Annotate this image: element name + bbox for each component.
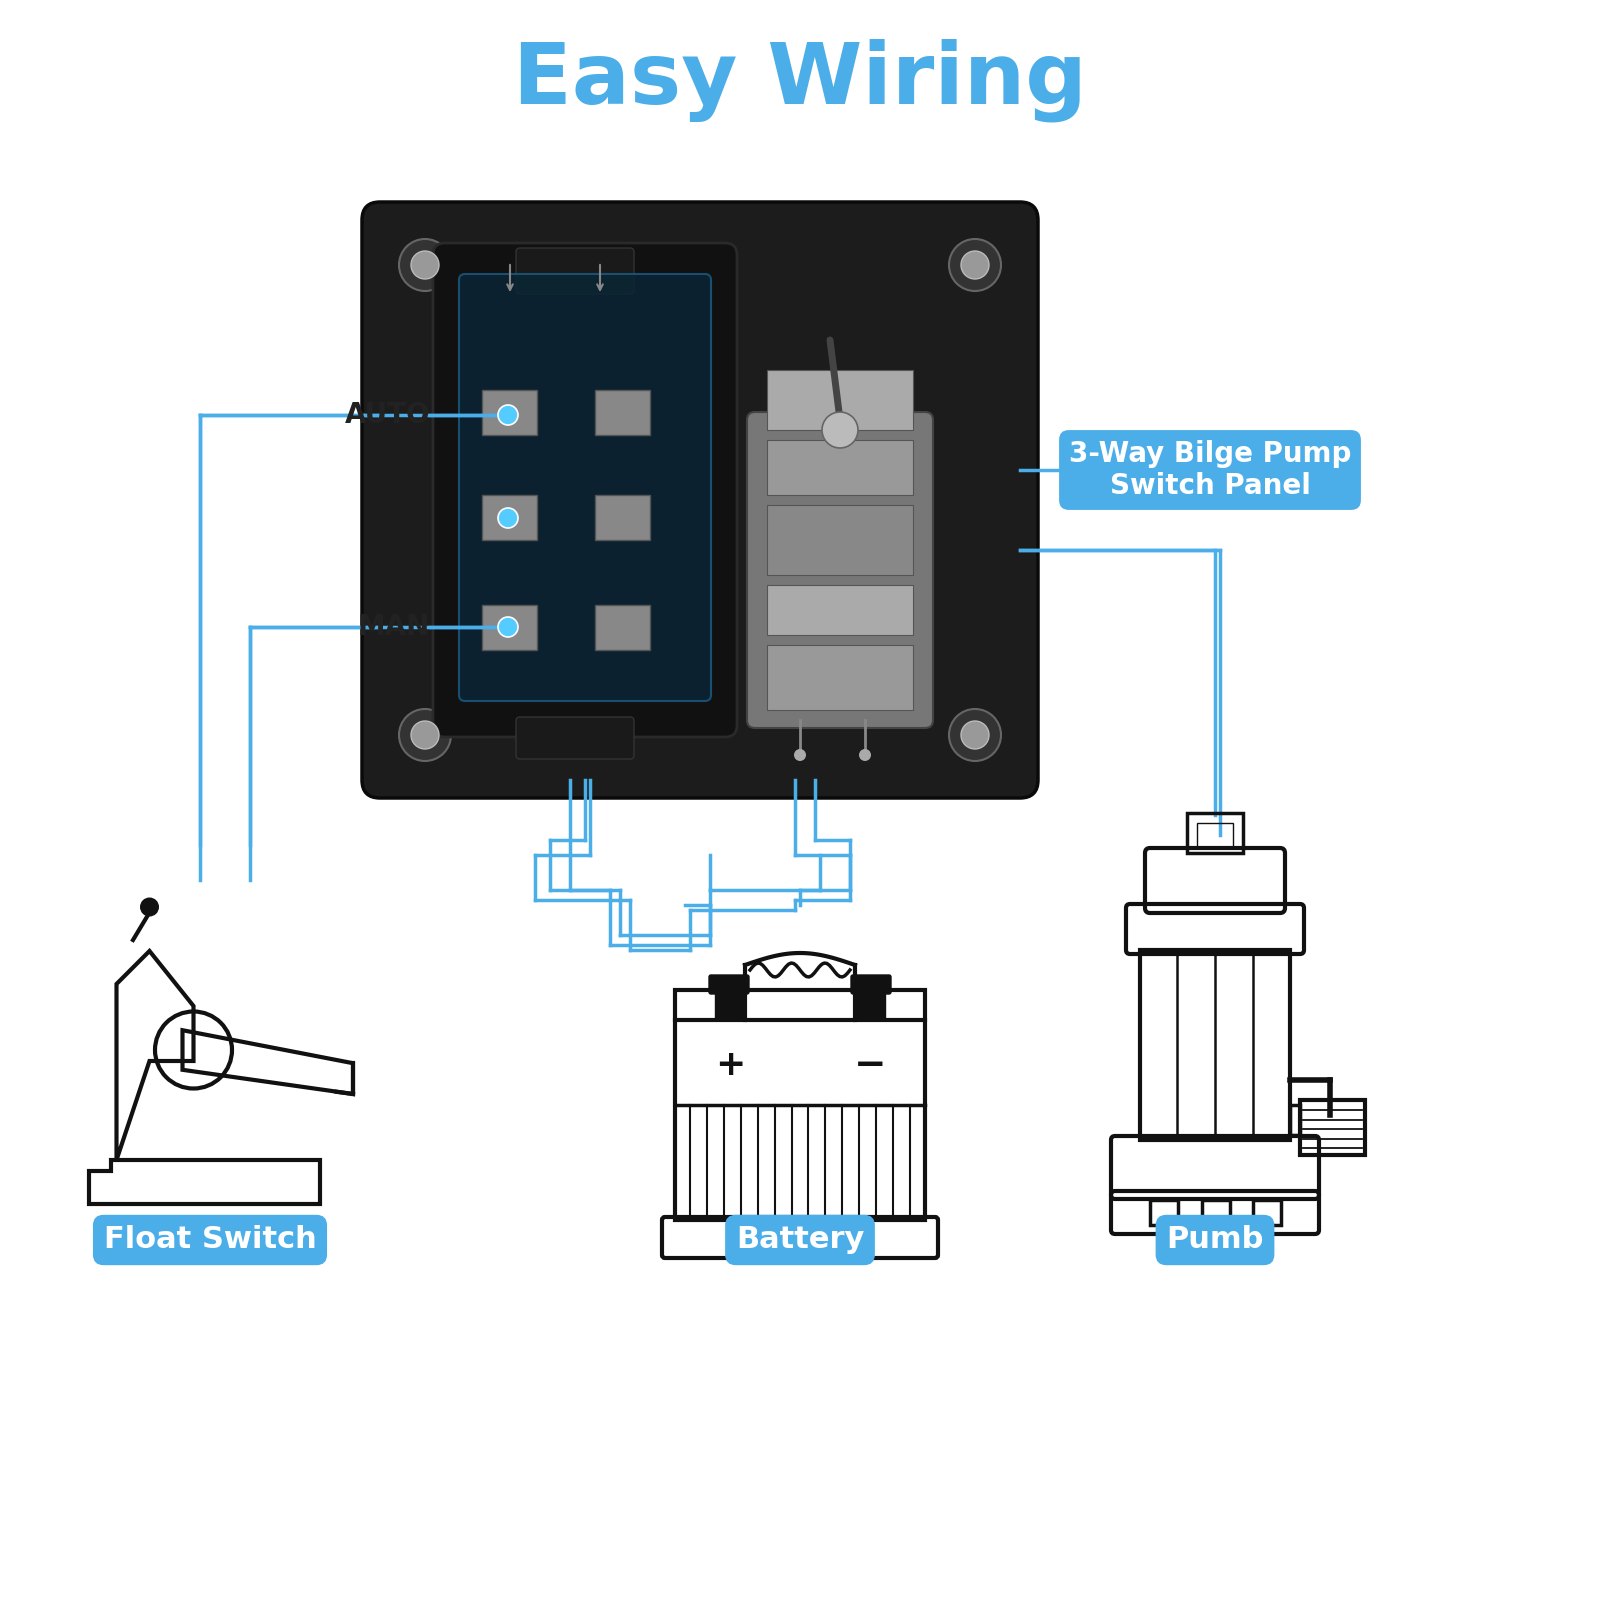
Text: Float Switch: Float Switch: [104, 1226, 317, 1254]
Bar: [482, 390, 538, 435]
Bar: [715, 992, 742, 1021]
Bar: [1290, 1106, 1299, 1134]
Circle shape: [498, 405, 518, 426]
FancyBboxPatch shape: [515, 717, 634, 758]
Bar: [766, 370, 914, 430]
Bar: [766, 586, 914, 635]
Circle shape: [398, 709, 451, 762]
Circle shape: [411, 251, 438, 278]
Text: AUTO: AUTO: [344, 402, 430, 429]
Bar: [858, 992, 885, 1021]
Bar: [1253, 1200, 1282, 1226]
Bar: [766, 506, 914, 574]
Circle shape: [949, 238, 1002, 291]
Bar: [595, 605, 650, 650]
Bar: [1150, 1200, 1178, 1226]
Circle shape: [859, 749, 870, 762]
FancyBboxPatch shape: [709, 974, 749, 994]
Bar: [1139, 950, 1290, 1139]
Text: −: −: [854, 1046, 886, 1085]
Text: +: +: [715, 1048, 746, 1082]
Bar: [595, 390, 650, 435]
Text: Battery: Battery: [736, 1226, 864, 1254]
FancyBboxPatch shape: [459, 274, 710, 701]
Text: 3-Way Bilge Pump
Switch Panel: 3-Way Bilge Pump Switch Panel: [1069, 440, 1350, 501]
Circle shape: [822, 411, 858, 448]
Bar: [766, 645, 914, 710]
Circle shape: [141, 898, 158, 915]
Bar: [1299, 1101, 1365, 1155]
Bar: [766, 440, 914, 494]
FancyBboxPatch shape: [515, 248, 634, 294]
Bar: [1187, 813, 1243, 853]
FancyBboxPatch shape: [851, 974, 891, 994]
Circle shape: [398, 238, 451, 291]
Text: Pumb: Pumb: [1166, 1226, 1264, 1254]
FancyBboxPatch shape: [434, 243, 738, 738]
FancyBboxPatch shape: [747, 411, 933, 728]
Circle shape: [498, 618, 518, 637]
Bar: [1197, 822, 1234, 848]
Circle shape: [962, 251, 989, 278]
Bar: [675, 990, 925, 1219]
Text: MAN: MAN: [358, 613, 430, 642]
Circle shape: [794, 749, 806, 762]
Circle shape: [498, 509, 518, 528]
Bar: [482, 605, 538, 650]
Bar: [595, 494, 650, 541]
Bar: [482, 494, 538, 541]
Circle shape: [411, 722, 438, 749]
Circle shape: [949, 709, 1002, 762]
Circle shape: [962, 722, 989, 749]
FancyBboxPatch shape: [362, 202, 1038, 798]
Bar: [1202, 1200, 1230, 1226]
Text: Easy Wiring: Easy Wiring: [514, 38, 1086, 122]
